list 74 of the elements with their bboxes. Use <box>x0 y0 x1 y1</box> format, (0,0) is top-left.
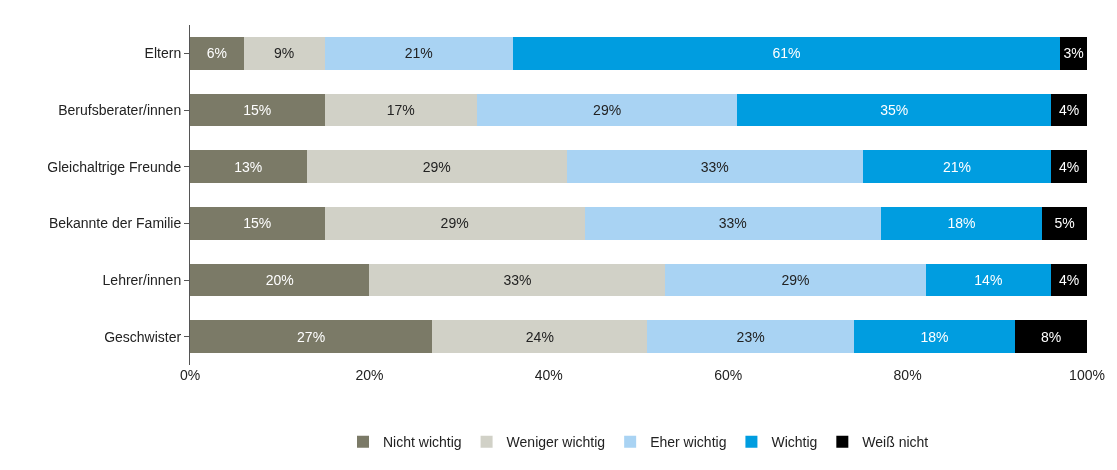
bar <box>566 150 863 184</box>
x-tick-label: 80% <box>893 367 922 383</box>
data-label: 4% <box>1058 158 1080 175</box>
bar <box>665 263 926 297</box>
bar <box>324 93 478 127</box>
data-label: 20% <box>265 272 294 288</box>
data-label: 18% <box>920 328 949 345</box>
data-label: 9% <box>274 45 295 62</box>
bar <box>243 36 325 70</box>
data-label: 13% <box>234 158 263 175</box>
legend-label: Nicht wichtig <box>383 434 462 451</box>
data-label: 21% <box>404 45 433 62</box>
data-label: 29% <box>422 158 451 175</box>
bar <box>324 206 585 240</box>
legend-label: Weniger wichtig <box>506 434 606 451</box>
bar <box>190 320 433 354</box>
bar <box>190 263 370 297</box>
bar <box>190 206 325 240</box>
data-label: 35% <box>880 102 909 118</box>
bar <box>369 263 666 297</box>
x-tick-label: 0% <box>179 367 201 383</box>
data-label: 4% <box>1058 102 1080 118</box>
data-label: 61% <box>772 45 801 62</box>
y-tick-label: Gleichaltrige Freunde <box>47 158 182 175</box>
data-label: 23% <box>736 328 765 345</box>
data-label: 14% <box>974 272 1003 288</box>
legend-label: Wichtig <box>771 434 818 451</box>
legend-label: Eher wichtig <box>650 434 727 451</box>
data-label: 29% <box>593 102 622 118</box>
data-label: 4% <box>1058 272 1080 288</box>
bar <box>862 150 1052 184</box>
x-tick-label: 20% <box>355 367 384 383</box>
data-label: 5% <box>1054 215 1075 232</box>
bar <box>190 36 244 70</box>
x-tick-label: 60% <box>714 367 743 383</box>
legend-label: Weiß nicht <box>862 434 929 451</box>
data-label: 24% <box>525 328 554 345</box>
data-label: 6% <box>206 45 228 62</box>
data-label: 15% <box>243 102 272 118</box>
data-label: 33% <box>700 158 729 175</box>
bar <box>190 93 325 127</box>
bar <box>512 36 1061 70</box>
bar <box>737 93 1052 127</box>
data-label: 21% <box>942 158 971 175</box>
bar <box>477 93 738 127</box>
bar <box>1051 150 1087 184</box>
data-label: 29% <box>781 272 810 288</box>
bar <box>1042 206 1087 240</box>
bar <box>925 263 1052 297</box>
y-tick-label: Berufsberater/innen <box>58 101 182 118</box>
bar <box>324 36 513 70</box>
bar <box>880 206 1043 240</box>
y-tick-label: Eltern <box>144 45 182 62</box>
data-label: 33% <box>503 272 532 288</box>
data-label: 3% <box>1063 45 1084 62</box>
data-label: 27% <box>297 328 326 345</box>
bar <box>1015 320 1087 354</box>
bar <box>584 206 881 240</box>
y-tick-label: Geschwister <box>104 328 182 345</box>
x-tick-label: 100% <box>1069 367 1105 383</box>
y-tick-label: Lehrer/innen <box>102 271 182 288</box>
bar <box>647 320 854 354</box>
bar <box>853 320 1016 354</box>
data-label: 18% <box>947 215 976 232</box>
data-label: 17% <box>386 102 415 118</box>
x-tick-label: 40% <box>534 367 563 383</box>
y-tick-label: Bekannte der Familie <box>48 215 182 232</box>
bar <box>190 150 307 184</box>
data-label: 8% <box>1041 328 1062 345</box>
bar <box>432 320 648 354</box>
data-label: 29% <box>440 215 469 232</box>
data-label: 33% <box>718 215 747 232</box>
bar <box>306 150 567 184</box>
data-label: 15% <box>243 215 272 232</box>
